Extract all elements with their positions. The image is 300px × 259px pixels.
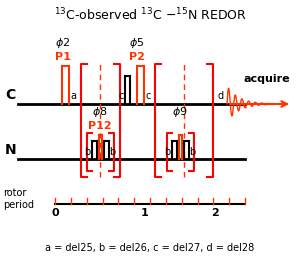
Text: $\phi$9: $\phi$9 (172, 105, 188, 119)
Text: c: c (146, 91, 151, 101)
Text: rotor
period: rotor period (3, 188, 34, 210)
Text: a: a (70, 91, 76, 101)
Text: $\phi$8: $\phi$8 (92, 105, 108, 119)
Text: N: N (4, 143, 16, 157)
Text: $^{13}$C-observed $^{13}$C $-^{15}$N REDOR: $^{13}$C-observed $^{13}$C $-^{15}$N RED… (54, 7, 246, 24)
Text: P2: P2 (129, 52, 145, 62)
Text: b: b (190, 147, 196, 157)
Text: b: b (164, 147, 170, 157)
Text: $\phi$2: $\phi$2 (55, 36, 71, 50)
Text: 2: 2 (211, 208, 219, 218)
Text: c: c (118, 91, 124, 101)
Text: d: d (218, 91, 224, 101)
Text: $\phi$5: $\phi$5 (129, 36, 145, 50)
Text: b: b (84, 147, 91, 157)
Text: 0: 0 (51, 208, 59, 218)
Text: acquire: acquire (243, 74, 290, 84)
Text: C: C (6, 88, 16, 102)
Text: a = del25, b = del26, c = del27, d = del28: a = del25, b = del26, c = del27, d = del… (45, 243, 255, 253)
Text: b: b (110, 147, 116, 157)
Text: 1: 1 (141, 208, 149, 218)
Text: P12: P12 (88, 121, 112, 131)
Text: P1: P1 (55, 52, 71, 62)
